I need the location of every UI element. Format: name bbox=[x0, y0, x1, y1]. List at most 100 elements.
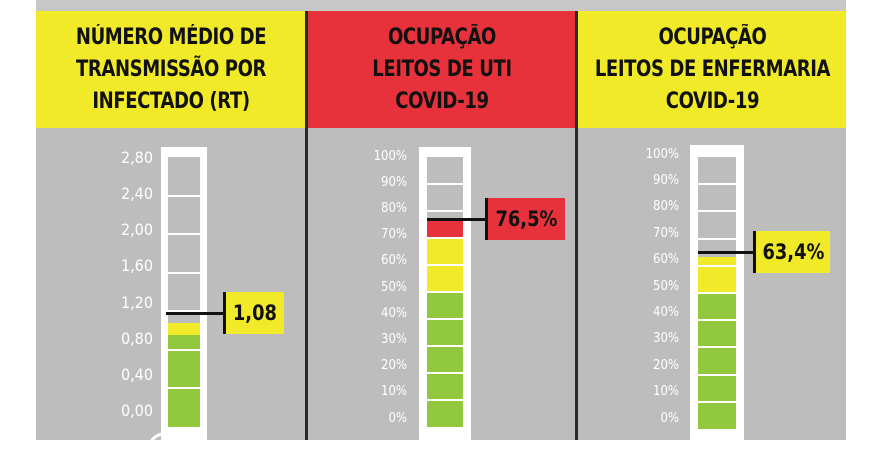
thermometer-gridline bbox=[427, 291, 463, 293]
axis-tick-label: 10% bbox=[653, 384, 679, 400]
virus-icon bbox=[146, 432, 186, 472]
panel-divider bbox=[305, 11, 308, 440]
axis-tick-label: 60% bbox=[381, 253, 407, 269]
axis-tick-label: 30% bbox=[381, 331, 407, 347]
enfermaria-thermometer bbox=[690, 145, 744, 447]
axis-tick-label: 70% bbox=[653, 225, 679, 241]
axis-tick-label: 2,80 bbox=[120, 148, 153, 167]
uti-marker-tick bbox=[485, 197, 488, 240]
axis-tick-label: 2,00 bbox=[120, 220, 153, 240]
axis-tick-label: 100% bbox=[645, 146, 679, 162]
panel-uti: OCUPAÇÃO LEITOS DE UTI COVID-19 100% 90% 8… bbox=[308, 11, 575, 472]
level-fill-red bbox=[427, 220, 463, 238]
uti-value-label: 76,5% bbox=[495, 206, 558, 231]
thermometer-gridline bbox=[168, 387, 200, 390]
thermometer-gridline bbox=[698, 264, 736, 267]
thermometer-gridline bbox=[427, 318, 463, 320]
thermometer-gridline bbox=[698, 183, 736, 186]
thermometer-gridline bbox=[427, 210, 463, 212]
panel-enfermaria-body: 100% 90% 80% 70% 60% 50% 40% 30% 20% 10% 0% 63,4% bbox=[578, 128, 846, 474]
thermometer-gridline bbox=[698, 210, 736, 213]
thermometer-gridline bbox=[168, 194, 200, 197]
title-line: INFECTADO (RT) bbox=[92, 88, 250, 114]
panel-rt: NÚMERO MÉDIO DE TRANSMISSÃO POR INFECTAD… bbox=[36, 11, 306, 472]
panel-rt-header: NÚMERO MÉDIO DE TRANSMISSÃO POR INFECTAD… bbox=[36, 11, 306, 128]
rt-value-badge: 1,08 bbox=[226, 292, 284, 335]
thermometer-gridline bbox=[427, 399, 463, 401]
axis-tick-label: 90% bbox=[653, 172, 679, 188]
axis-tick-label: 0,80 bbox=[120, 328, 153, 348]
axis-tick-label: 30% bbox=[653, 331, 679, 347]
thermometer-gridline bbox=[427, 264, 463, 266]
title-line: COVID-19 bbox=[665, 88, 759, 114]
axis-tick-label: 90% bbox=[381, 174, 407, 190]
title-line: LEITOS DE UTI bbox=[371, 56, 512, 82]
level-fill-green bbox=[698, 293, 736, 429]
enfermaria-marker-tick bbox=[753, 230, 756, 273]
thermometer-gridline bbox=[168, 310, 200, 313]
title-line: LEITOS DE ENFERMARIA bbox=[594, 56, 830, 82]
axis-tick-label: 1,60 bbox=[120, 256, 153, 276]
panel-rt-body: 2,80 2,40 2,00 1,60 1,20 0,80 0,40 0,00 1,08 bbox=[36, 128, 306, 472]
level-fill-yellow bbox=[168, 322, 200, 336]
rt-marker-line bbox=[166, 312, 226, 316]
uti-marker-line bbox=[427, 217, 488, 221]
axis-tick-label: 20% bbox=[381, 358, 407, 374]
panel-enfermaria-header: OCUPAÇÃO LEITOS DE ENFERMARIA COVID-19 bbox=[578, 11, 846, 128]
title-line: NÚMERO MÉDIO DE bbox=[75, 24, 267, 50]
axis-tick-label: 2,40 bbox=[120, 184, 153, 204]
uti-value-badge: 76,5% bbox=[488, 197, 565, 240]
thermometer-gridline bbox=[168, 271, 200, 274]
panel-enfermaria: OCUPAÇÃO LEITOS DE ENFERMARIA COVID-19 1… bbox=[578, 11, 846, 474]
axis-tick-label: 0% bbox=[660, 410, 679, 426]
level-fill-green bbox=[427, 292, 463, 427]
thermometer-gridline bbox=[168, 348, 200, 351]
axis-tick-label: 50% bbox=[381, 279, 407, 295]
thermometer-gridline bbox=[698, 373, 736, 376]
rt-thermometer-tube bbox=[168, 157, 200, 427]
thermometer-gridline bbox=[698, 346, 736, 349]
thermometer-gridline bbox=[168, 233, 200, 236]
rt-thermometer bbox=[161, 147, 207, 447]
level-fill-yellow bbox=[698, 256, 736, 293]
top-strip bbox=[36, 0, 846, 11]
axis-tick-label: 80% bbox=[381, 200, 407, 216]
panel-rt-title: NÚMERO MÉDIO DE TRANSMISSÃO POR INFECTAD… bbox=[75, 22, 267, 118]
thermometer-gridline bbox=[427, 345, 463, 347]
uti-thermometer bbox=[419, 147, 471, 447]
thermometer-gridline bbox=[427, 237, 463, 239]
title-line: OCUPAÇÃO bbox=[657, 24, 767, 50]
rt-value-label: 1,08 bbox=[232, 301, 278, 326]
enfermaria-value-label: 63,4% bbox=[762, 239, 824, 264]
thermometer-gridline bbox=[427, 183, 463, 185]
thermometer-gridline bbox=[698, 292, 736, 294]
rt-marker-tick bbox=[223, 292, 226, 335]
axis-tick-label: 10% bbox=[381, 384, 407, 400]
axis-tick-label: 70% bbox=[381, 227, 407, 243]
axis-tick-label: 40% bbox=[381, 305, 407, 321]
thermometer-gridline bbox=[427, 372, 463, 374]
enfermaria-thermometer-tube bbox=[698, 157, 736, 429]
panel-uti-header: OCUPAÇÃO LEITOS DE UTI COVID-19 bbox=[308, 11, 575, 128]
thermometer-gridline bbox=[698, 237, 736, 240]
axis-tick-label: 20% bbox=[653, 357, 679, 373]
axis-tick-label: 80% bbox=[653, 199, 679, 215]
axis-tick-label: 100% bbox=[373, 148, 407, 164]
panel-divider bbox=[575, 11, 578, 440]
enfermaria-marker-line bbox=[698, 250, 756, 254]
axis-tick-label: 40% bbox=[653, 304, 679, 320]
panel-enfermaria-title: OCUPAÇÃO LEITOS DE ENFERMARIA COVID-19 bbox=[594, 22, 830, 118]
axis-tick-label: 50% bbox=[653, 278, 679, 294]
panel-uti-title: OCUPAÇÃO LEITOS DE UTI COVID-19 bbox=[371, 22, 512, 118]
axis-tick-label: 0,00 bbox=[120, 401, 153, 420]
stethoscope-icon bbox=[690, 434, 730, 474]
title-line: COVID-19 bbox=[394, 88, 489, 114]
title-line: OCUPAÇÃO bbox=[387, 24, 496, 50]
axis-tick-label: 1,20 bbox=[120, 292, 153, 312]
axis-tick-label: 0,40 bbox=[120, 364, 153, 384]
title-line: TRANSMISSÃO POR bbox=[76, 56, 266, 82]
hospital-bed-icon bbox=[419, 432, 459, 472]
axis-tick-label: 0% bbox=[388, 410, 407, 426]
uti-thermometer-tube bbox=[427, 157, 463, 427]
axis-tick-label: 60% bbox=[653, 252, 679, 268]
